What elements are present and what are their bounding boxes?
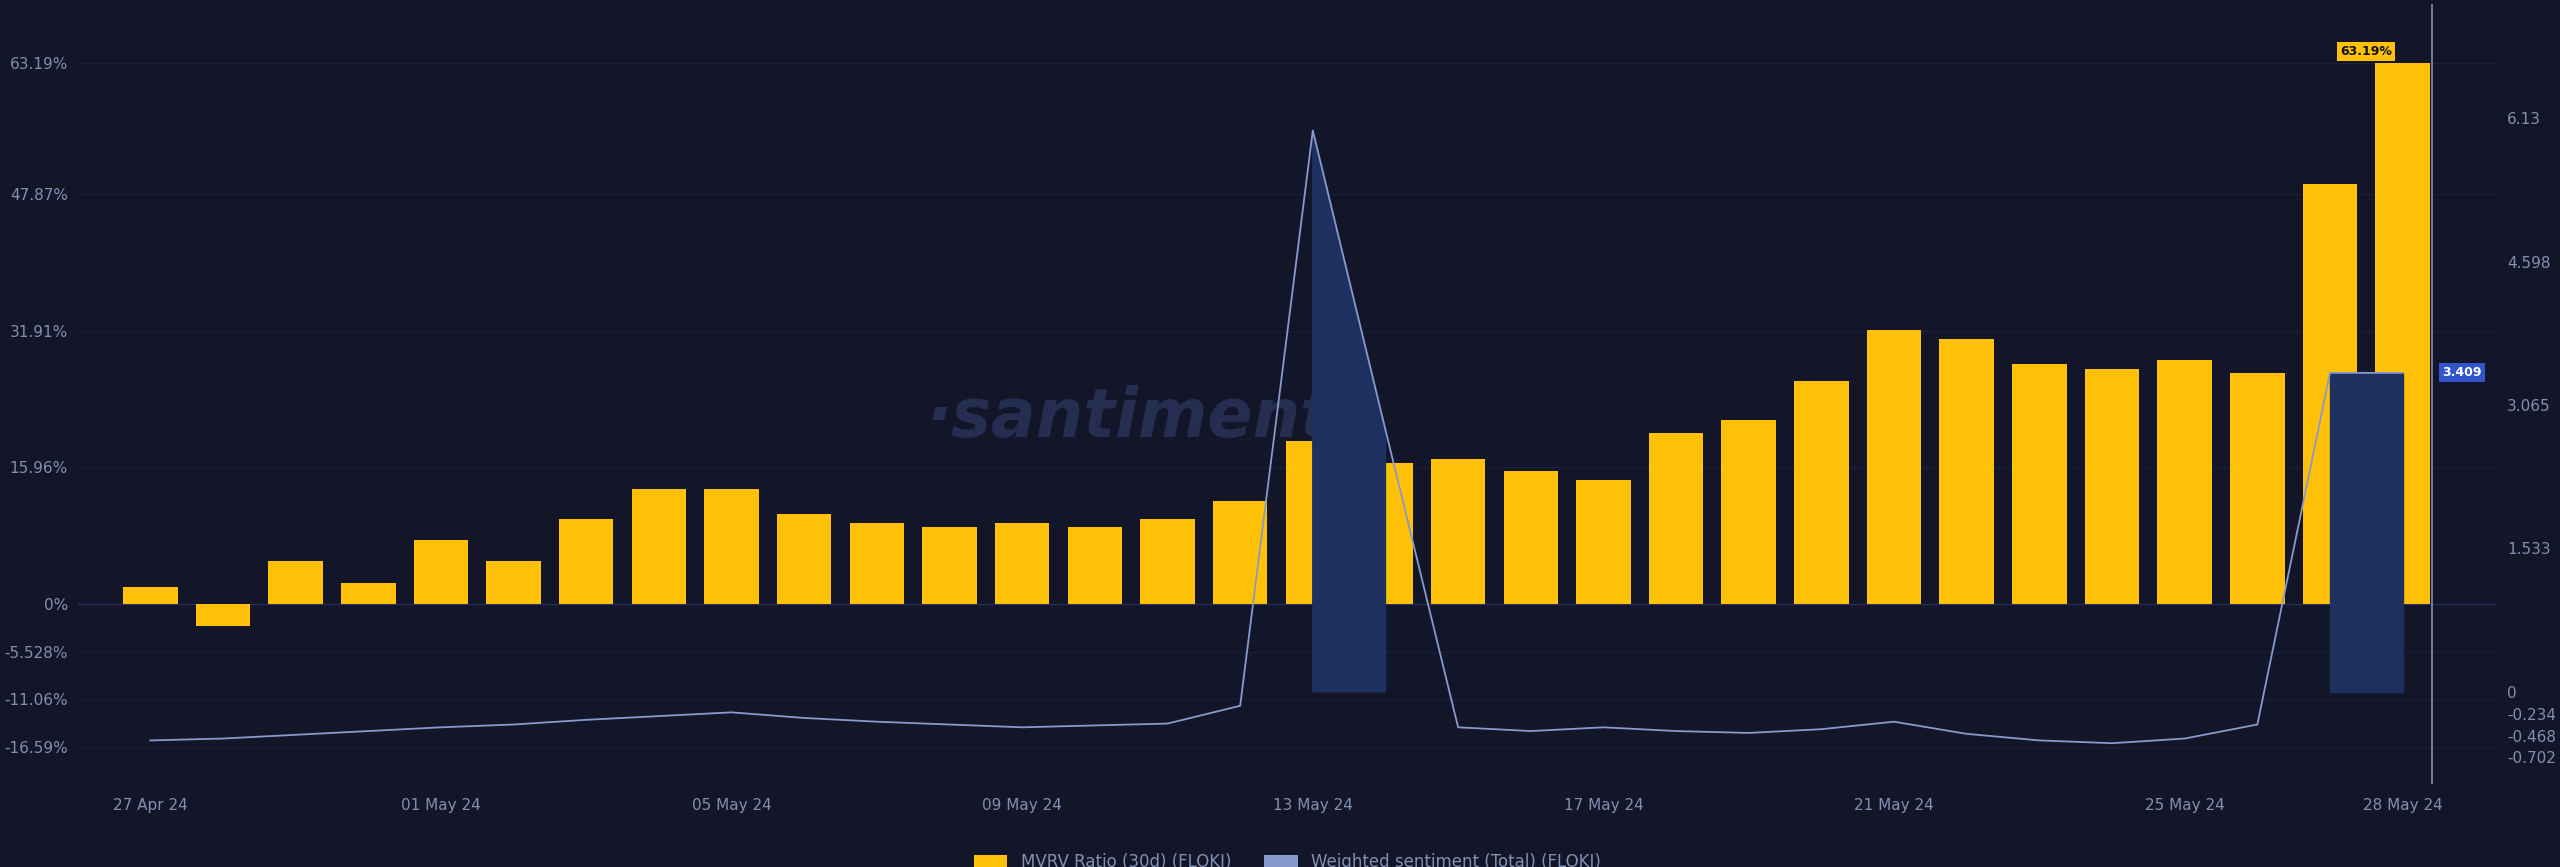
Bar [1139, 518, 1196, 604]
Bar [1940, 338, 1994, 604]
Bar [922, 527, 978, 604]
Bar [2230, 373, 2284, 604]
Bar [704, 489, 758, 604]
Bar [1720, 420, 1777, 604]
Bar [2084, 368, 2140, 604]
Bar [1213, 501, 1267, 604]
Bar [1577, 480, 1631, 604]
Bar [123, 587, 177, 604]
Bar [558, 518, 614, 604]
Text: 3.409: 3.409 [2442, 367, 2483, 380]
Bar [2304, 184, 2358, 604]
Bar [1359, 463, 1413, 604]
Bar [340, 583, 394, 604]
Bar [778, 514, 832, 604]
Text: ·santiment.: ·santiment. [927, 385, 1357, 451]
Bar [415, 540, 468, 604]
Bar [632, 489, 686, 604]
Bar [996, 523, 1050, 604]
Bar [2158, 360, 2212, 604]
Bar [1503, 472, 1559, 604]
Bar [1431, 459, 1485, 604]
Bar [486, 562, 540, 604]
Bar [850, 523, 904, 604]
Bar [1866, 330, 1923, 604]
Legend: MVRV Ratio (30d) (FLOKI), Weighted sentiment (Total) (FLOKI): MVRV Ratio (30d) (FLOKI), Weighted senti… [968, 846, 1608, 867]
Bar [269, 562, 323, 604]
Bar [1795, 381, 1848, 604]
Bar [2012, 364, 2066, 604]
Text: 63.19%: 63.19% [2340, 45, 2391, 58]
Bar [195, 604, 251, 626]
Bar [1649, 433, 1702, 604]
Bar [2376, 62, 2429, 604]
Bar [1285, 441, 1339, 604]
Bar [1068, 527, 1121, 604]
